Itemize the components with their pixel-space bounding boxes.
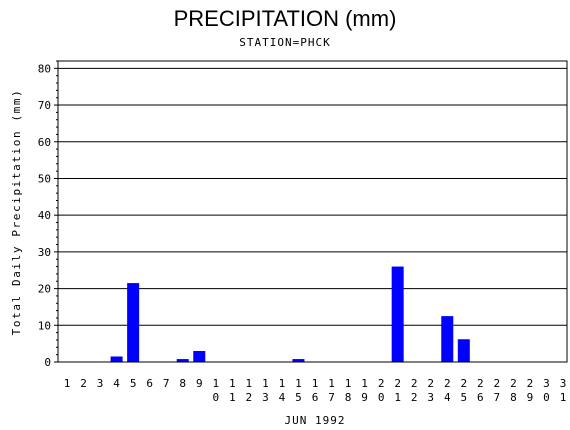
- y-tick-label: 0: [44, 356, 51, 369]
- x-axis-label: JUN 1992: [285, 414, 346, 427]
- y-tick-label: 50: [38, 172, 51, 185]
- x-tick-label: 3: [262, 391, 269, 404]
- x-tick-label: 1: [262, 377, 269, 390]
- x-tick-label: 1: [279, 377, 286, 390]
- x-tick-label: 2: [427, 377, 434, 390]
- x-tick-label: 3: [97, 377, 104, 390]
- x-tick-label: 4: [279, 391, 286, 404]
- x-tick-label: 8: [510, 391, 517, 404]
- y-tick-label: 10: [38, 319, 51, 332]
- bar: [391, 266, 404, 362]
- bars-group: [110, 266, 470, 362]
- x-tick-label: 1: [394, 391, 401, 404]
- chart-subtitle: STATION=PHCK: [239, 36, 331, 49]
- bar: [127, 283, 140, 362]
- x-tick-label: 0: [378, 391, 385, 404]
- grid-lines: [58, 67, 567, 326]
- x-tick-label: 1: [229, 377, 236, 390]
- x-tick-label: 2: [411, 391, 418, 404]
- x-tick-label: 8: [179, 377, 186, 390]
- x-tick-label: 0: [543, 391, 550, 404]
- x-tick-label: 7: [494, 391, 501, 404]
- x-tick-label: 2: [378, 377, 385, 390]
- x-tick-label: 5: [460, 391, 467, 404]
- y-tick-label: 30: [38, 246, 51, 259]
- x-tick-label: 2: [80, 377, 87, 390]
- x-tick-label: 2: [477, 377, 484, 390]
- x-tick-label: 8: [345, 391, 352, 404]
- x-tick-label: 1: [229, 391, 236, 404]
- x-tick-label: 3: [543, 377, 550, 390]
- x-tick-label: 5: [295, 391, 302, 404]
- y-axis-label: Total Daily Precipitation (mm): [10, 89, 23, 336]
- x-tick-label: 4: [444, 391, 451, 404]
- x-tick-label: 6: [477, 391, 484, 404]
- x-tick-label: 1: [560, 391, 567, 404]
- x-axis: 1 2 3 4 5 6 7 8 9 1011121314151617181920212223242…: [64, 377, 567, 404]
- bar: [441, 316, 454, 362]
- bar: [457, 339, 470, 362]
- x-tick-label: 5: [130, 377, 137, 390]
- x-tick-label: 1: [328, 377, 335, 390]
- plot-frame: [57, 60, 568, 363]
- x-tick-label: 1: [312, 377, 319, 390]
- x-tick-label: 2: [494, 377, 501, 390]
- x-tick-label: 6: [312, 391, 319, 404]
- bar: [292, 359, 305, 362]
- x-tick-label: 3: [427, 391, 434, 404]
- y-tick-label: 70: [38, 99, 51, 112]
- x-tick-label: 1: [345, 377, 352, 390]
- y-tick-label: 20: [38, 283, 51, 296]
- x-tick-label: 7: [163, 377, 170, 390]
- y-axis: 0 10 20 30 40 50 60 70 80: [38, 60, 58, 369]
- x-tick-label: 1: [295, 377, 302, 390]
- x-tick-label: 1: [64, 377, 71, 390]
- x-tick-label: 3: [560, 377, 567, 390]
- x-tick-label: 1: [212, 377, 219, 390]
- bar: [176, 359, 189, 362]
- bar: [110, 356, 123, 362]
- x-tick-label: 1: [361, 377, 368, 390]
- x-tick-label: 0: [212, 391, 219, 404]
- x-tick-label: 2: [411, 377, 418, 390]
- x-tick-label: 6: [146, 377, 153, 390]
- x-tick-label: 2: [246, 391, 253, 404]
- x-tick-label: 1: [246, 377, 253, 390]
- x-tick-label: 2: [460, 377, 467, 390]
- x-tick-label: 9: [196, 377, 203, 390]
- x-tick-label: 7: [328, 391, 335, 404]
- y-tick-label: 40: [38, 209, 51, 222]
- x-tick-label: 2: [394, 377, 401, 390]
- chart-title: PRECIPITATION (mm): [173, 6, 397, 31]
- x-tick-label: 9: [527, 391, 534, 404]
- y-tick-label: 60: [38, 136, 51, 149]
- x-tick-label: 9: [361, 391, 368, 404]
- x-tick-label: 2: [527, 377, 534, 390]
- x-tick-label: 2: [510, 377, 517, 390]
- x-tick-label: 2: [444, 377, 451, 390]
- y-tick-label: 80: [38, 62, 51, 75]
- x-tick-label: 4: [113, 377, 120, 390]
- bar: [193, 350, 206, 362]
